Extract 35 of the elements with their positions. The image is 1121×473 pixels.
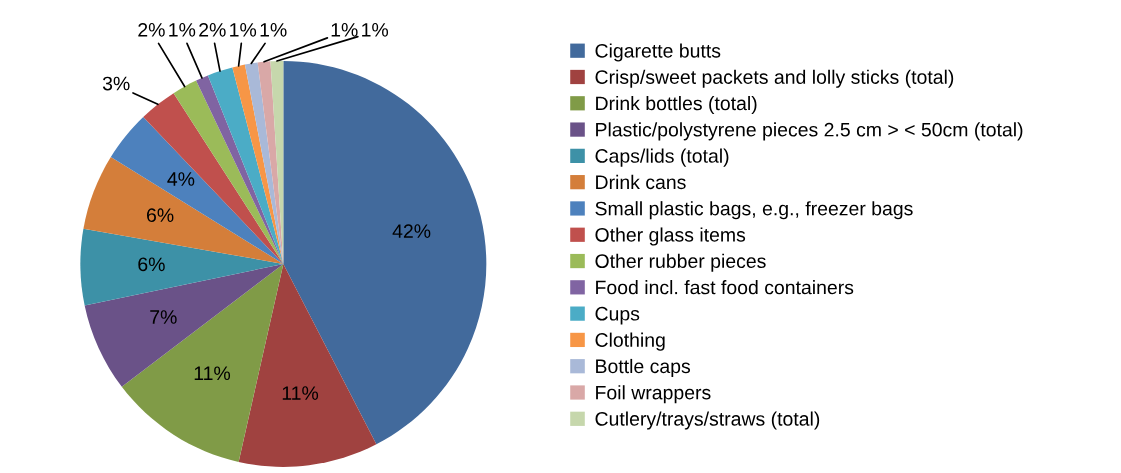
legend-label: Drink bottles (total) <box>596 95 757 115</box>
data-label: 1% <box>331 23 358 37</box>
legend-label: Plastic/polystyrene pieces 2.5 cm > < 50cm (total) <box>596 122 1023 141</box>
legend-label: Foil wrappers <box>596 385 711 404</box>
pie-slice <box>238 263 377 467</box>
pie-slice <box>283 60 487 445</box>
data-label: 2% <box>138 22 165 37</box>
data-label: 11% <box>282 386 319 400</box>
data-label: 1% <box>169 23 196 37</box>
legend-label: Cutlery/trays/straws (total) <box>595 411 820 430</box>
data-label: 3% <box>102 76 130 91</box>
data-label: 1% <box>230 23 257 37</box>
data-label: 6% <box>147 208 174 223</box>
pie-slice <box>207 67 284 264</box>
legend-label: Cups <box>595 306 640 325</box>
pie-slice <box>232 64 284 264</box>
data-label: 2% <box>199 22 226 37</box>
legend-label: Other glass items <box>595 227 746 246</box>
data-label: 11% <box>194 366 231 381</box>
data-label: 7% <box>150 310 177 324</box>
data-label: 6% <box>138 257 165 272</box>
legend-label: Food incl. fast food containers <box>596 280 854 295</box>
legend-label: Bottle caps <box>596 358 691 378</box>
legend-label: Small plastic bags, e.g., freezer bags <box>595 201 913 220</box>
legend-label: Other rubber pieces <box>595 253 766 272</box>
legend-label: Caps/lids (total) <box>595 148 729 167</box>
legend-label: Crisp/sweet packets and lolly sticks (total) <box>595 69 954 88</box>
data-label: 1% <box>362 23 389 37</box>
legend-label: Drink cans <box>596 174 686 190</box>
legend-label: Clothing <box>595 332 665 351</box>
pie-slice <box>80 228 284 306</box>
data-label: 1% <box>260 23 287 37</box>
legend-label: Cigarette butts <box>595 43 721 62</box>
data-label: 4% <box>167 172 195 186</box>
data-label: 42% <box>392 224 431 238</box>
